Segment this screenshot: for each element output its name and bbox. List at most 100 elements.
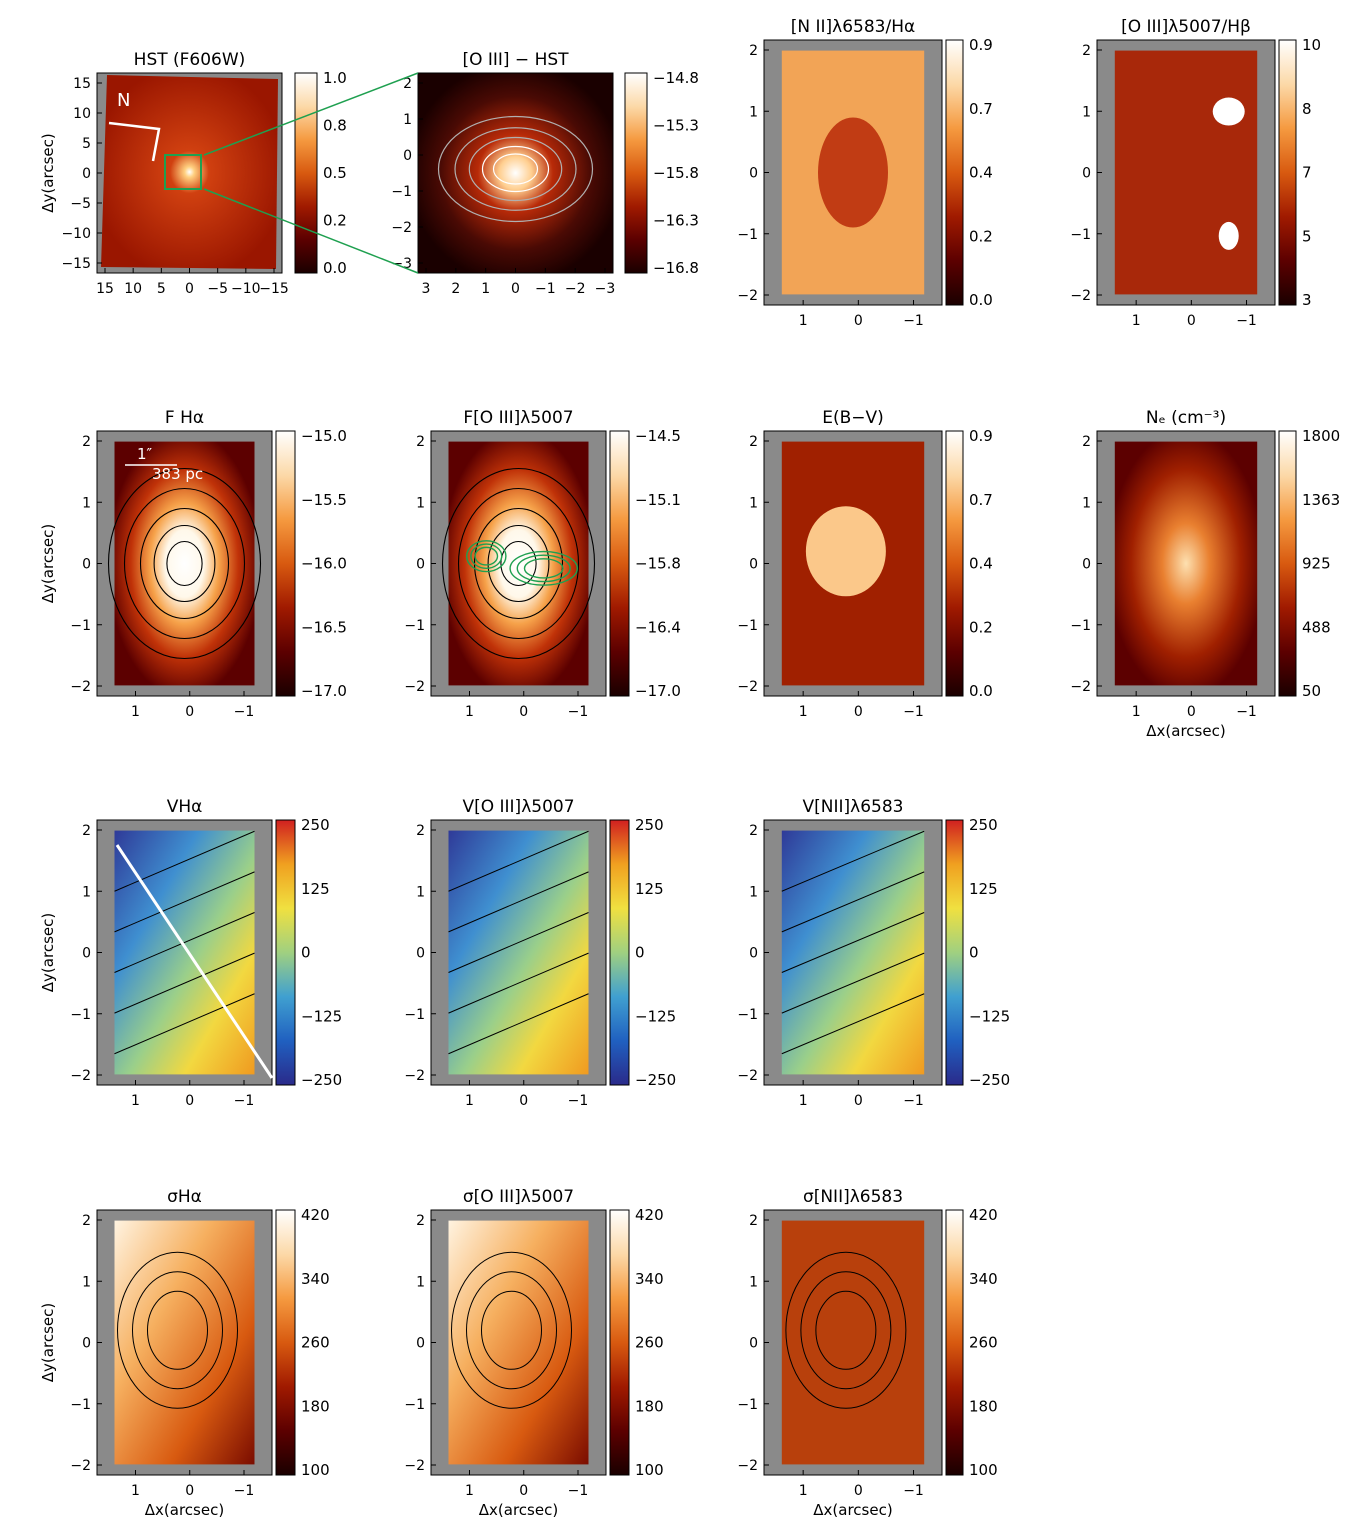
x-tick-label: 1: [131, 1483, 140, 1499]
high-extinction-region: [805, 506, 886, 597]
colorbar-label: 8: [1302, 100, 1312, 118]
colorbar-label: 0.9: [969, 427, 993, 445]
green-contour: [470, 543, 503, 569]
x-tick-label: 1: [799, 704, 808, 720]
colorbar-label: 250: [301, 816, 330, 834]
x-tick-label: 0: [1187, 704, 1196, 720]
colorbar-label: −250: [969, 1071, 1010, 1089]
contour: [781, 952, 925, 1014]
panel-title: [O III]λ5007/Hβ: [1121, 17, 1251, 37]
x-axis-label: Δx(arcsec): [813, 1501, 892, 1519]
y-tick-label: 1: [749, 1274, 758, 1290]
x-tick-label: 0: [854, 1093, 863, 1109]
x-tick-label: 1: [481, 281, 490, 297]
contour: [123, 487, 246, 640]
contour: [139, 507, 230, 620]
y-tick-label: −2: [737, 1458, 758, 1474]
colorbar-label: 0.2: [323, 212, 347, 230]
panel-8: VHα 2 1 0 −1 −2 1 0 −1 250 125 0 −125 −250 Δy(arcsec): [39, 797, 342, 1109]
panel-title: V[NII]λ6583: [803, 797, 904, 817]
y-tick-label: −2: [1070, 679, 1091, 695]
colorbar-label: 125: [635, 880, 664, 898]
contour: [448, 830, 589, 892]
y-tick-label: 2: [82, 434, 91, 450]
panel-title: σ[O III]λ5007: [463, 1187, 574, 1207]
y-tick-label: 0: [403, 148, 412, 164]
contour: [800, 1271, 892, 1390]
y-tick-label: 1: [82, 495, 91, 511]
colorbar-label: 0: [969, 944, 979, 962]
y-tick-label: 1: [749, 884, 758, 900]
colorbar: [945, 1209, 964, 1476]
colorbar-label: 10: [1302, 36, 1321, 54]
panel-title: [O III] − HST: [462, 50, 569, 70]
colorbar-label: 0.9: [969, 36, 993, 54]
colorbar-label: 1800: [1302, 427, 1340, 445]
y-tick-label: 0: [1082, 166, 1091, 182]
x-axis-label: Δx(arcsec): [145, 1501, 224, 1519]
velocity-map: [781, 830, 925, 1075]
colorbar-label: 420: [301, 1206, 330, 1224]
x-tick-label: −1: [535, 281, 556, 297]
colorbar-label: 925: [1302, 555, 1331, 573]
colorbar-label: 1.0: [323, 69, 347, 87]
contour: [468, 136, 563, 202]
y-axis-label: Δy(arcsec): [39, 913, 57, 992]
colorbar-label: 125: [301, 880, 330, 898]
y-axis-label: Δy(arcsec): [39, 524, 57, 603]
y-tick-label: 0: [1082, 557, 1091, 573]
panel-title: Nₑ (cm⁻³): [1146, 408, 1226, 428]
panel-10: V[NII]λ6583 2 1 0 −1 −2 1 0 −1 250 125 0 −125 −250: [737, 797, 1010, 1109]
colorbar-label: 0.5: [323, 164, 347, 182]
y-tick-label: 0: [749, 1336, 758, 1352]
x-tick-label: 1: [799, 1093, 808, 1109]
y-tick-label: −2: [737, 1068, 758, 1084]
dispersion-map: [114, 1220, 255, 1465]
y-tick-label: 2: [1082, 434, 1091, 450]
panel-12: σ[O III]λ5007 2 1 0 −1 −2 1 0 −1 420 340 260 180 100 Δ…: [404, 1187, 663, 1519]
x-tick-label: 0: [511, 281, 520, 297]
x-tick-label: −1: [1236, 313, 1257, 329]
contour: [451, 1251, 572, 1409]
peak: [1212, 97, 1245, 126]
y-tick-label: −2: [404, 1068, 425, 1084]
y-tick-label: 2: [82, 823, 91, 839]
colorbar-label: −15.8: [635, 555, 681, 573]
dispersion-map: [448, 1220, 589, 1465]
y-tick-label: 1: [416, 884, 425, 900]
y-tick-label: −1: [1070, 618, 1091, 634]
y-tick-label: −1: [737, 618, 758, 634]
contour: [448, 871, 589, 933]
contour: [785, 1251, 907, 1409]
x-tick-label: 0: [854, 704, 863, 720]
x-tick-label: 15: [96, 281, 114, 297]
colorbar-label: 100: [635, 1461, 664, 1479]
colorbar-label: 250: [969, 816, 998, 834]
oiii-residual-map: [418, 73, 613, 273]
y-tick-label: −1: [737, 1007, 758, 1023]
colorbar-label: −14.8: [653, 69, 699, 87]
north-label: N: [117, 90, 130, 111]
y-tick-label: 1: [1082, 495, 1091, 511]
colorbar: [945, 819, 964, 1086]
colorbar: [609, 819, 630, 1086]
y-tick-label: 15: [73, 76, 91, 92]
x-axis-label: Δx(arcsec): [1146, 722, 1225, 740]
x-tick-label: 0: [185, 1483, 194, 1499]
colorbar-label: 0.0: [323, 259, 347, 277]
y-tick-label: 2: [749, 823, 758, 839]
x-tick-label: 0: [1187, 313, 1196, 329]
colorbar-label: −15.8: [653, 164, 699, 182]
y-tick-label: −1: [404, 618, 425, 634]
y-tick-label: 0: [749, 557, 758, 573]
contour: [117, 1251, 238, 1409]
x-tick-label: −1: [568, 1093, 589, 1109]
x-tick-label: −1: [568, 1483, 589, 1499]
colorbar-label: 0.7: [969, 491, 993, 509]
contour: [147, 1290, 208, 1370]
x-tick-label: 1: [1132, 313, 1141, 329]
x-axis-label: Δx(arcsec): [479, 1501, 558, 1519]
colorbar-label: −15.5: [301, 491, 347, 509]
compass-arrow: [108, 121, 161, 162]
panel-11: σHα 2 1 0 −1 −2 1 0 −1 420 340 260 180 100 Δy(arcsec) Δ…: [39, 1187, 330, 1519]
